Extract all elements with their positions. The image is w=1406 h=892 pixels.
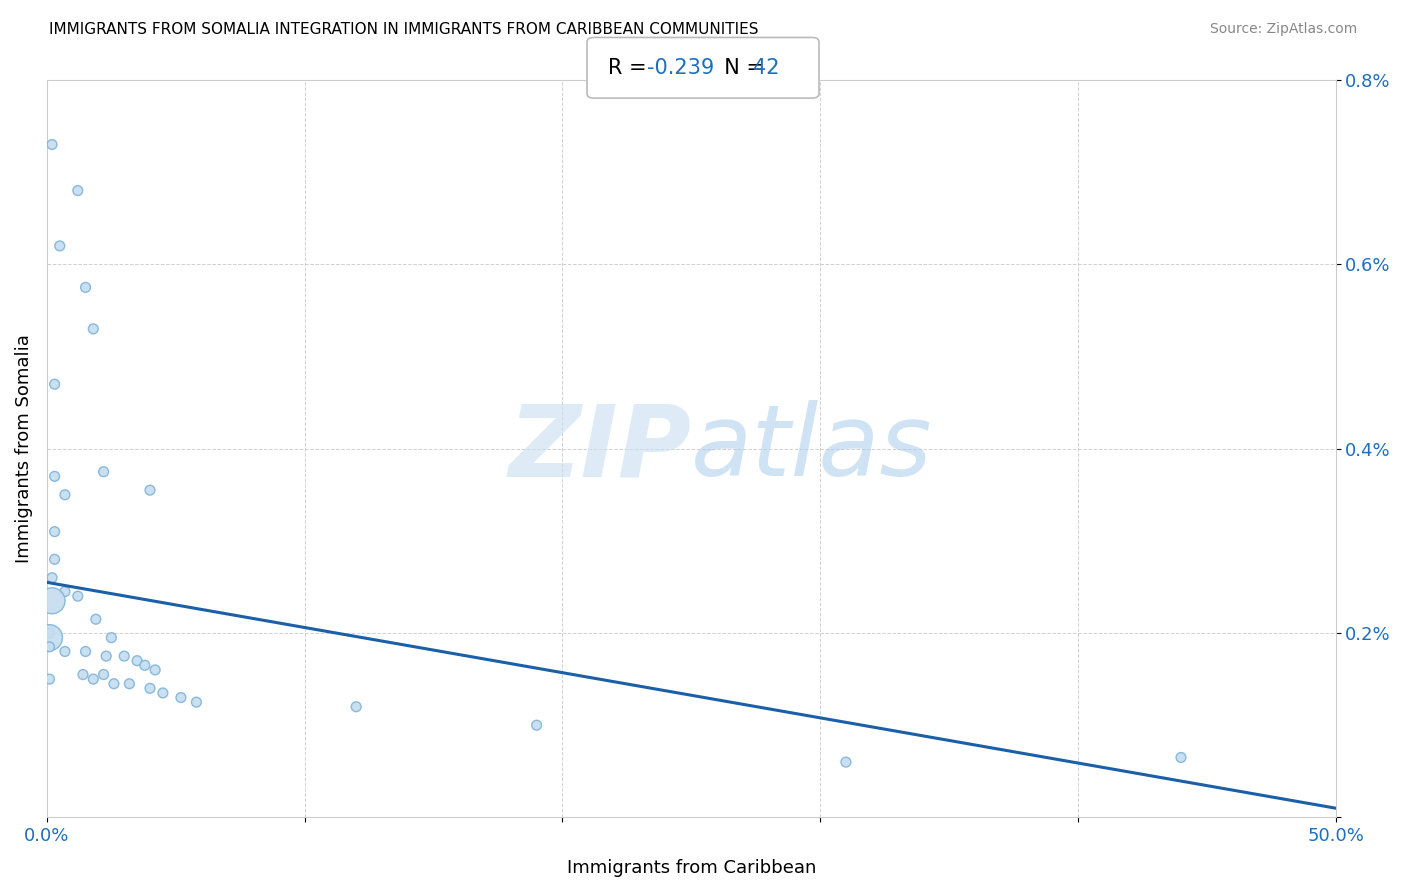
- Point: [96, 649, 118, 664]
- Point: [127, 654, 149, 668]
- Text: -0.239: -0.239: [647, 58, 714, 78]
- Point: [41, 594, 63, 608]
- Point: [170, 690, 193, 705]
- Point: [82, 672, 104, 686]
- Point: [38, 631, 60, 645]
- Point: [93, 465, 115, 479]
- Point: [134, 658, 156, 673]
- Point: [186, 695, 208, 709]
- Point: [139, 681, 162, 696]
- Point: [112, 649, 135, 664]
- Point: [49, 239, 72, 253]
- Point: [75, 280, 97, 294]
- Point: [143, 663, 166, 677]
- Text: IMMIGRANTS FROM SOMALIA INTEGRATION IN IMMIGRANTS FROM CARIBBEAN COMMUNITIES: IMMIGRANTS FROM SOMALIA INTEGRATION IN I…: [49, 22, 759, 37]
- Point: [344, 699, 367, 714]
- Text: Source: ZipAtlas.com: Source: ZipAtlas.com: [1209, 22, 1357, 37]
- Point: [84, 612, 107, 626]
- Point: [66, 589, 89, 603]
- Point: [41, 137, 63, 152]
- Text: N =: N =: [710, 58, 770, 78]
- Point: [82, 322, 104, 336]
- Point: [38, 640, 60, 654]
- Text: 42: 42: [754, 58, 779, 78]
- Point: [75, 644, 97, 658]
- Point: [139, 483, 162, 498]
- Point: [53, 584, 76, 599]
- Point: [526, 718, 548, 732]
- Point: [44, 377, 66, 392]
- Point: [100, 631, 122, 645]
- Point: [44, 552, 66, 566]
- Point: [72, 667, 94, 681]
- Point: [44, 524, 66, 539]
- Point: [53, 488, 76, 502]
- Point: [103, 677, 125, 691]
- Point: [118, 677, 141, 691]
- X-axis label: Immigrants from Caribbean: Immigrants from Caribbean: [567, 859, 815, 877]
- Point: [53, 644, 76, 658]
- Point: [835, 755, 858, 769]
- Y-axis label: Immigrants from Somalia: Immigrants from Somalia: [15, 334, 32, 563]
- Point: [1170, 750, 1192, 764]
- Text: R =: R =: [609, 58, 654, 78]
- Point: [93, 667, 115, 681]
- Point: [38, 626, 60, 640]
- Point: [152, 686, 174, 700]
- Point: [41, 571, 63, 585]
- Text: ZIP: ZIP: [509, 401, 692, 497]
- Point: [66, 184, 89, 198]
- Text: atlas: atlas: [692, 401, 934, 497]
- Point: [38, 672, 60, 686]
- Point: [44, 469, 66, 483]
